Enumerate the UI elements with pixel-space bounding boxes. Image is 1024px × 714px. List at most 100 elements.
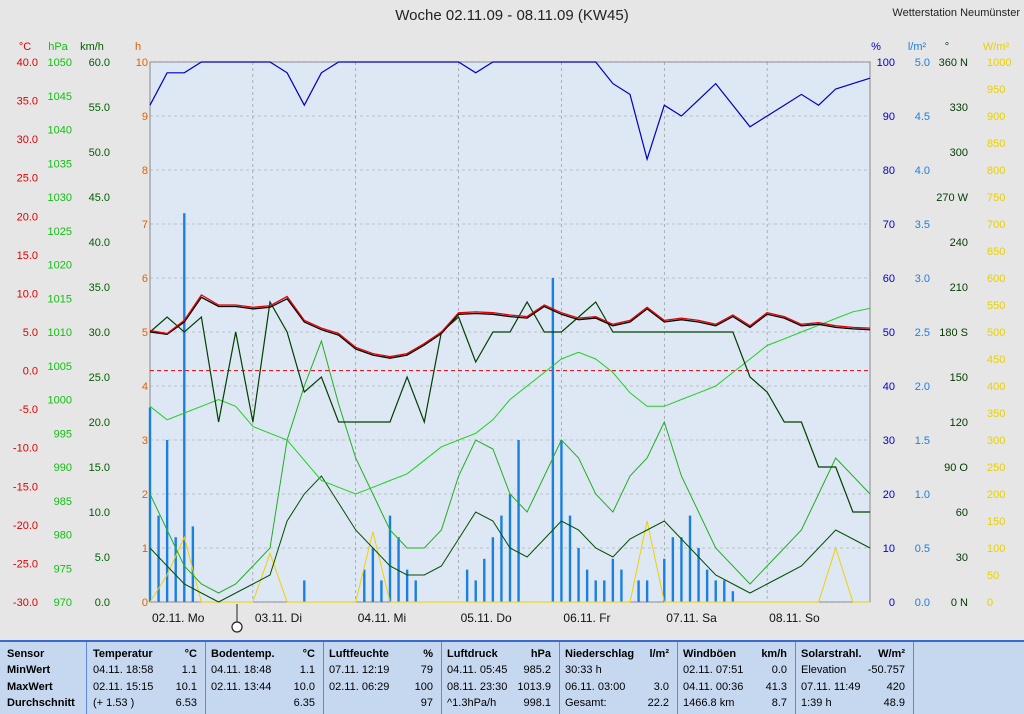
y-tick-label-temp: -5.0 — [19, 404, 38, 416]
precip-bar — [397, 537, 400, 602]
y-tick-label-solar: 350 — [987, 408, 1005, 420]
precip-bar — [603, 580, 606, 602]
y-tick-label-temp: 20.0 — [17, 211, 38, 223]
summary-cell-value: °C — [184, 648, 197, 660]
series-line-solarstrahl — [149, 520, 870, 603]
y-axis-unit-humidity: % — [871, 41, 881, 53]
summary-cell-label: Niederschlag — [565, 648, 635, 660]
summary-cell-value: hPa — [530, 648, 551, 660]
summary-cell-value: 100 — [414, 681, 433, 693]
row-label-min: MinWert — [7, 664, 51, 676]
summary-cell-row: 02.11. 06:29 100 — [323, 679, 441, 695]
precip-bar — [363, 569, 366, 602]
y-tick-label-hours: 1 — [142, 543, 148, 555]
precip-bar — [405, 569, 409, 602]
series-line-windrichtung — [149, 300, 870, 513]
summary-cell-value: 1013.9 — [517, 681, 551, 693]
series-line-temperatur — [149, 294, 871, 358]
x-tick-label: 06.11. Fr — [563, 611, 610, 625]
precip-bar — [371, 548, 375, 602]
summary-cell-value: km/h — [761, 648, 787, 660]
precip-bar — [491, 537, 495, 602]
y-tick-label-solar: 450 — [987, 354, 1005, 366]
summary-column: Niederschlag l/m² 30:33 h 06.11. 03:00 3.0 Ge… — [559, 642, 678, 714]
y-tick-label-wind: 55.0 — [89, 102, 110, 114]
summary-cell-label: 30:33 h — [565, 664, 602, 676]
precip-bar — [697, 548, 700, 602]
y-tick-label-pressure: 1020 — [48, 260, 72, 272]
summary-cell-label: Luftdruck — [447, 648, 498, 660]
y-tick-label-temp: -10.0 — [13, 443, 38, 455]
y-tick-label-hours: 9 — [142, 111, 148, 123]
x-tick-label: 08.11. So — [769, 611, 820, 625]
precip-bar — [663, 558, 666, 602]
y-tick-label-humidity: 70 — [883, 219, 895, 231]
precip-bar — [388, 515, 392, 602]
y-tick-label-rain: 5.0 — [915, 57, 930, 69]
precip-bar — [714, 580, 717, 602]
precip-bar — [671, 537, 675, 602]
summary-cell-value: 420 — [886, 681, 905, 693]
y-axis-unit-pressure: hPa — [48, 41, 68, 53]
summary-column: Solarstrahl. W/m² Elevation -50.757 07.11. 1… — [795, 642, 914, 714]
y-tick-label-solar: 600 — [987, 273, 1005, 285]
y-tick-label-solar: 150 — [987, 516, 1005, 528]
y-axis-unit-rain: l/m² — [908, 41, 927, 53]
summary-cell-label: Luftfeuchte — [329, 648, 389, 660]
y-tick-label-winddir: 210 — [950, 282, 968, 294]
y-tick-label-rain: 0.5 — [915, 543, 930, 555]
precip-bar — [594, 580, 597, 602]
summary-cell-row: 1466.8 km 8.7 — [677, 695, 795, 711]
summary-cell-label: 07.11. 11:49 — [801, 681, 861, 693]
series-line-bodentemp — [149, 296, 871, 359]
precip-bar — [483, 558, 486, 602]
summary-cell-value: 10.0 — [293, 681, 315, 693]
y-tick-label-wind: 60.0 — [89, 57, 110, 69]
y-tick-label-humidity: 60 — [883, 273, 895, 285]
y-tick-label-solar: 550 — [987, 300, 1005, 312]
summary-cell-label: Bodentemp. — [211, 648, 275, 660]
y-axis-unit-temp: °C — [19, 41, 31, 53]
x-tick-label: 05.11. Do — [461, 611, 512, 625]
y-tick-label-pressure: 1030 — [48, 192, 72, 204]
summary-row-labels: Sensor MinWert MaxWert Durchschnitt — [0, 642, 87, 714]
precip-bar — [474, 580, 477, 602]
summary-cell-value: 8.7 — [771, 697, 787, 709]
x-tick-label: 02.11. Mo — [152, 611, 205, 625]
y-tick-label-rain: 0.0 — [915, 597, 930, 609]
summary-column: Bodentemp. °C 04.11. 18:48 1.1 02.11. 13:44 1… — [205, 642, 324, 714]
summary-cell-label: 08.11. 23:30 — [447, 681, 508, 693]
summary-cell-value: 1.1 — [299, 664, 315, 676]
summary-cell-label: 1466.8 km — [683, 697, 735, 709]
y-tick-label-pressure: 980 — [54, 530, 72, 542]
precip-bar — [645, 580, 649, 602]
y-tick-label-humidity: 10 — [883, 543, 895, 555]
summary-cell-label: 1:39 h — [801, 697, 832, 709]
precip-bar — [183, 213, 186, 602]
summary-cell-value: -50.757 — [867, 664, 905, 676]
precip-bar — [680, 537, 683, 602]
y-tick-label-temp: 10.0 — [17, 288, 38, 300]
summary-cell-row: Bodentemp. °C — [205, 646, 323, 662]
summary-cell-row: Solarstrahl. W/m² — [795, 646, 913, 662]
summary-cell-value: 1.1 — [181, 664, 197, 676]
y-tick-label-hours: 4 — [142, 381, 148, 393]
summary-cell-row: 97 — [323, 695, 441, 711]
precip-bar — [380, 580, 383, 602]
precip-bar — [731, 591, 735, 602]
y-tick-label-hours: 3 — [142, 435, 148, 447]
summary-cell-label: Temperatur — [93, 648, 153, 660]
summary-cell-row: (+ 1.53 ) 6.53 — [87, 695, 205, 711]
series-line-luftfeuchte — [149, 61, 871, 162]
y-tick-label-rain: 4.5 — [915, 111, 930, 123]
summary-cell-value: 97 — [420, 697, 433, 709]
y-axis-unit-winddir: ° — [945, 41, 949, 53]
y-tick-label-hours: 2 — [142, 489, 148, 501]
y-tick-label-wind: 10.0 — [89, 507, 110, 519]
y-tick-label-wind: 20.0 — [89, 417, 110, 429]
precip-bar — [585, 569, 589, 602]
summary-column: Temperatur °C 04.11. 18:58 1.1 02.11. 15:15 1… — [87, 642, 206, 714]
y-tick-label-winddir: 180 S — [939, 327, 968, 339]
summary-column: Luftdruck hPa 04.11. 05:45 985.2 08.11. 23:3… — [441, 642, 560, 714]
summary-cell-row: Luftfeuchte% — [323, 646, 441, 662]
